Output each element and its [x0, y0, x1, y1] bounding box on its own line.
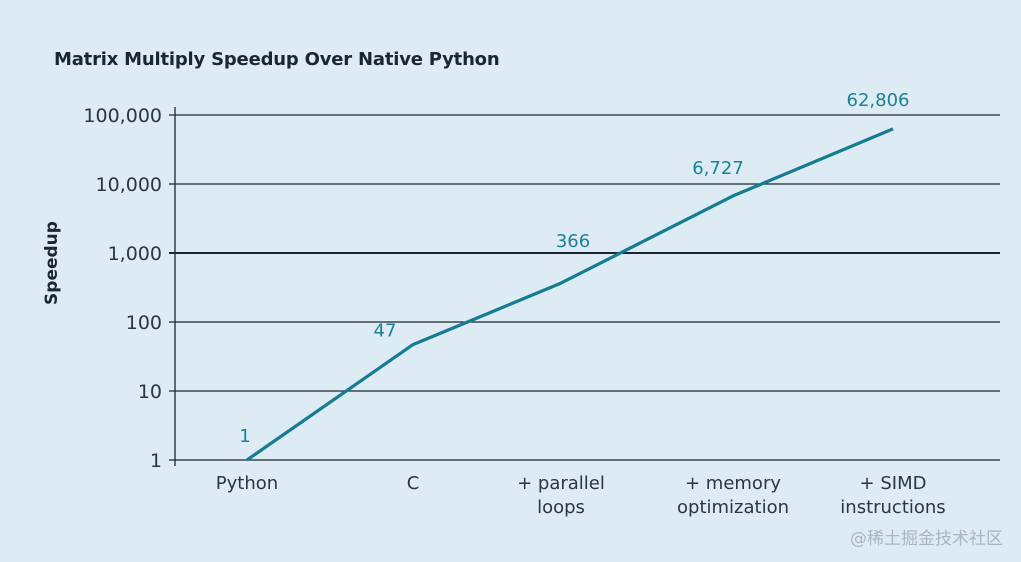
y-tick-label: 10,000 [96, 174, 162, 196]
x-tick-label: + memory [685, 473, 781, 494]
x-tick-label: Python [216, 473, 278, 494]
x-tick-label: loops [537, 497, 585, 518]
x-tick-label: instructions [840, 497, 945, 518]
y-tick-label: 100 [126, 312, 162, 334]
data-label: 47 [374, 321, 397, 342]
x-tick-label: + parallel [517, 473, 605, 494]
chart-title: Matrix Multiply Speedup Over Native Pyth… [54, 49, 500, 70]
data-label: 6,727 [692, 158, 744, 179]
x-tick-label: + SIMD [860, 473, 927, 494]
watermark: @稀土掘金技术社区 [850, 529, 1003, 549]
y-tick-label: 100,000 [83, 105, 162, 127]
x-tick-label: optimization [677, 497, 789, 518]
data-label: 366 [556, 231, 590, 252]
y-tick-label: 10 [138, 381, 162, 403]
x-tick-label: C [407, 473, 420, 494]
y-tick-label: 1,000 [108, 243, 162, 265]
data-label: 62,806 [847, 90, 910, 111]
y-tick-label: 1 [150, 450, 162, 472]
series-line [246, 127, 894, 462]
data-label: 1 [239, 426, 250, 447]
